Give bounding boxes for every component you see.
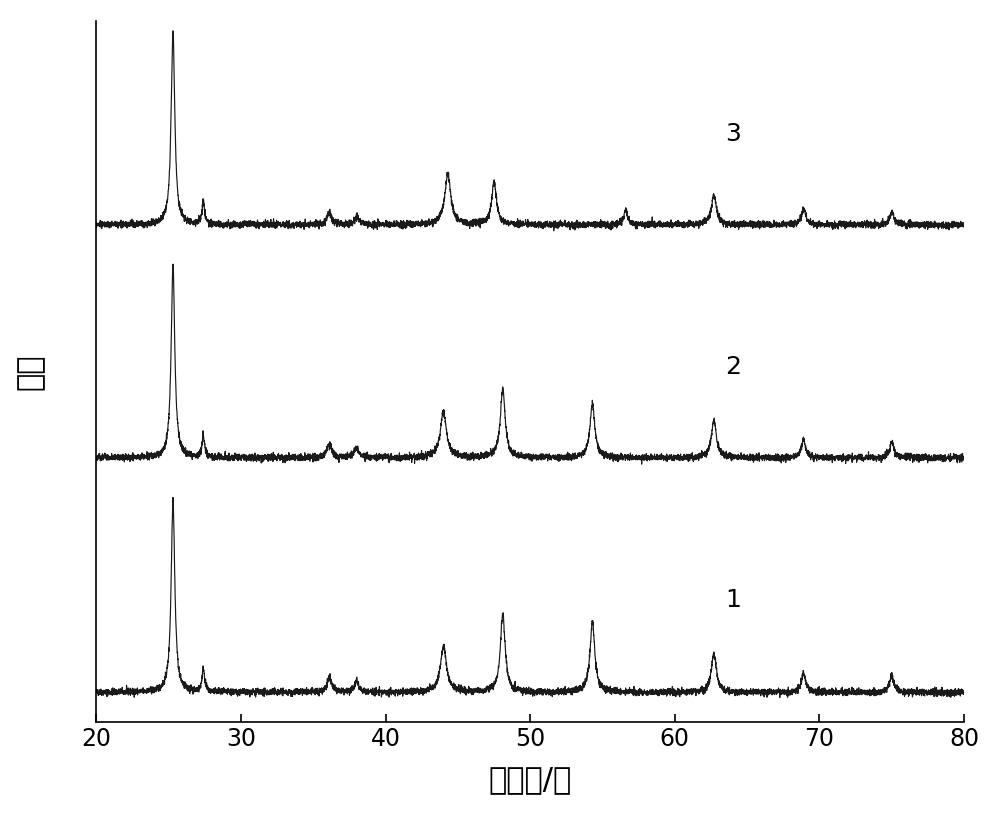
Text: 3: 3 [725,121,741,146]
Text: 1: 1 [725,588,741,612]
Y-axis label: 强度: 强度 [15,354,44,390]
X-axis label: 衍射角/度: 衍射角/度 [489,765,572,794]
Text: 2: 2 [725,355,741,379]
